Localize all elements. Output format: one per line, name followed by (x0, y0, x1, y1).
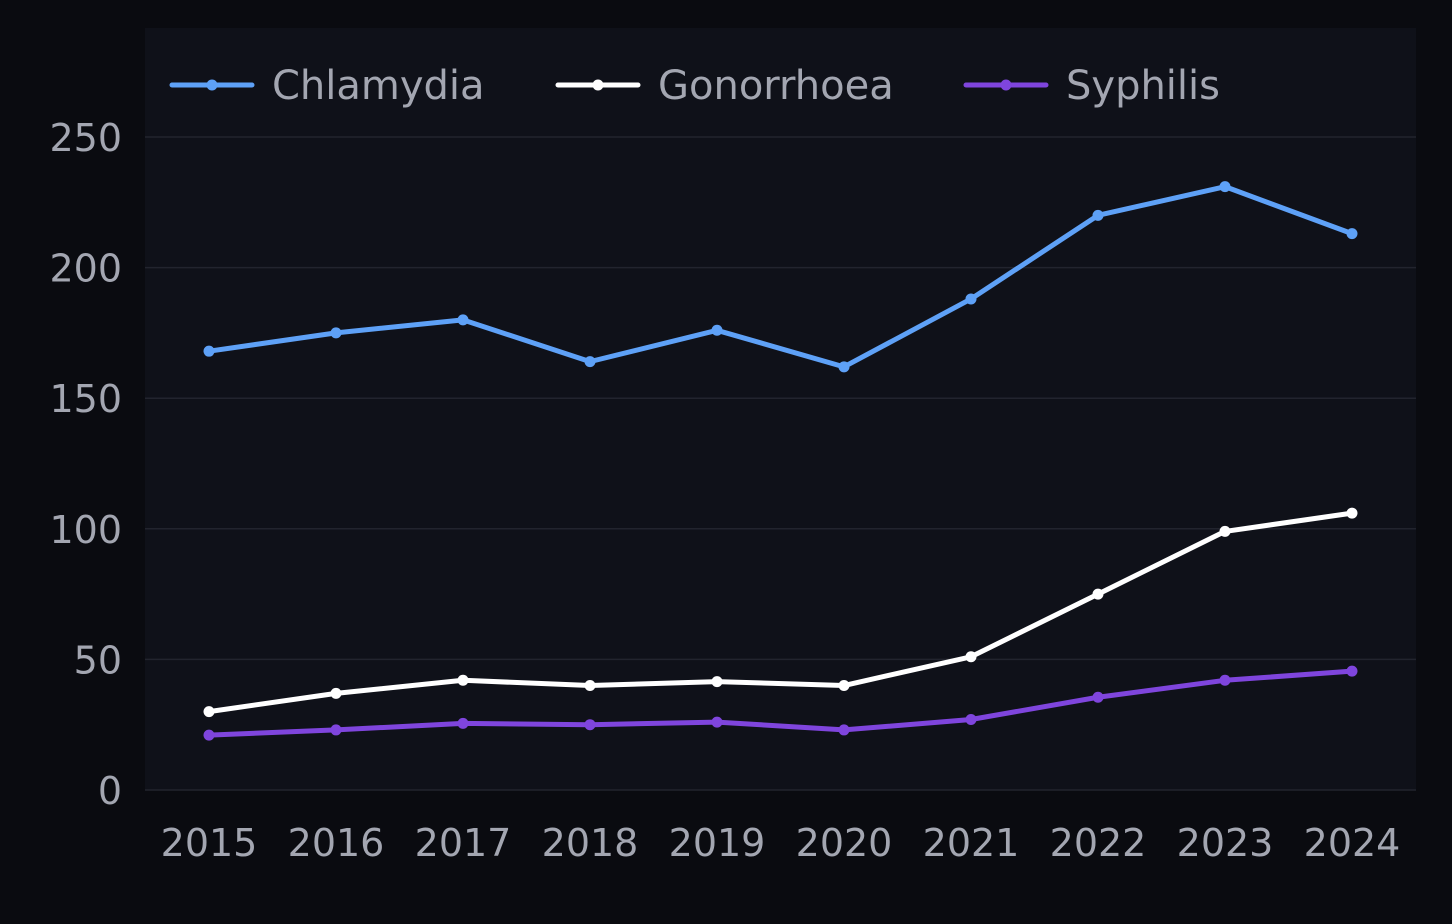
data-point-syphilis (457, 717, 469, 729)
data-point-gonorrhoea (1092, 588, 1104, 600)
data-point-chlamydia (330, 327, 342, 339)
data-point-chlamydia (1346, 228, 1358, 240)
legend-swatch-marker (1000, 79, 1012, 91)
series-line-syphilis (206, 668, 1355, 738)
data-point-gonorrhoea (1219, 525, 1231, 537)
data-point-syphilis (1346, 665, 1358, 677)
data-point-gonorrhoea (711, 676, 723, 688)
legend-item-syphilis: Syphilis (963, 63, 1220, 109)
legend-item-chlamydia: Chlamydia (169, 63, 485, 109)
legend-label: Syphilis (1066, 63, 1220, 109)
plot-area (145, 28, 1416, 790)
series-chlamydia (203, 181, 1358, 373)
x-axis-ticks: 2015 2016 2017 2018 2019 2020 2021 2022 2023 2024 (161, 821, 1401, 865)
x-tick-label: 2019 (669, 821, 766, 865)
x-tick-label: 2017 (415, 821, 512, 865)
data-point-chlamydia (711, 324, 723, 336)
series-syphilis (203, 665, 1358, 741)
data-point-chlamydia (203, 345, 215, 357)
data-point-chlamydia (1092, 209, 1104, 221)
x-tick-label: 2023 (1177, 821, 1274, 865)
data-point-gonorrhoea (203, 706, 215, 718)
data-point-syphilis (203, 729, 215, 741)
data-point-gonorrhoea (838, 680, 850, 692)
series-line-chlamydia (206, 184, 1355, 370)
data-point-gonorrhoea (330, 687, 342, 699)
data-point-chlamydia (1219, 181, 1231, 193)
legend-item-gonorrhoea: Gonorrhoea (555, 63, 894, 109)
x-tick-label: 2022 (1050, 821, 1147, 865)
data-point-syphilis (711, 716, 723, 728)
series-line-gonorrhoea (206, 510, 1355, 715)
y-tick-label: 100 (49, 508, 122, 552)
data-point-chlamydia (965, 293, 977, 305)
data-point-syphilis (330, 724, 342, 736)
x-tick-label: 2015 (161, 821, 258, 865)
legend: Chlamydia Gonorrhoea Syphilis (169, 63, 1220, 109)
x-tick-label: 2020 (796, 821, 893, 865)
y-tick-label: 50 (74, 638, 122, 682)
y-tick-label: 150 (49, 377, 122, 421)
series-gonorrhoea (203, 507, 1358, 718)
y-tick-label: 0 (98, 769, 122, 813)
y-tick-label: 200 (49, 247, 122, 291)
series-layer (203, 181, 1358, 741)
legend-label: Chlamydia (272, 63, 485, 109)
data-point-gonorrhoea (1346, 507, 1358, 519)
data-point-chlamydia (457, 314, 469, 326)
data-point-gonorrhoea (584, 680, 596, 692)
data-point-syphilis (1092, 691, 1104, 703)
legend-label: Gonorrhoea (658, 63, 894, 109)
data-point-chlamydia (838, 361, 850, 373)
data-point-syphilis (1219, 674, 1231, 686)
data-point-gonorrhoea (457, 674, 469, 686)
gridlines (145, 136, 1416, 791)
data-point-gonorrhoea (965, 651, 977, 663)
x-tick-label: 2018 (542, 821, 639, 865)
y-tick-label: 250 (49, 116, 122, 160)
legend-swatch-marker (206, 79, 218, 91)
x-tick-label: 2024 (1304, 821, 1401, 865)
data-point-chlamydia (584, 356, 596, 368)
x-tick-label: 2021 (923, 821, 1020, 865)
data-point-syphilis (965, 713, 977, 725)
x-tick-label: 2016 (288, 821, 385, 865)
data-point-syphilis (838, 724, 850, 736)
y-axis-ticks: 0 50 100 150 200 250 (49, 116, 122, 813)
legend-swatch-marker (592, 79, 604, 91)
data-point-syphilis (584, 719, 596, 731)
